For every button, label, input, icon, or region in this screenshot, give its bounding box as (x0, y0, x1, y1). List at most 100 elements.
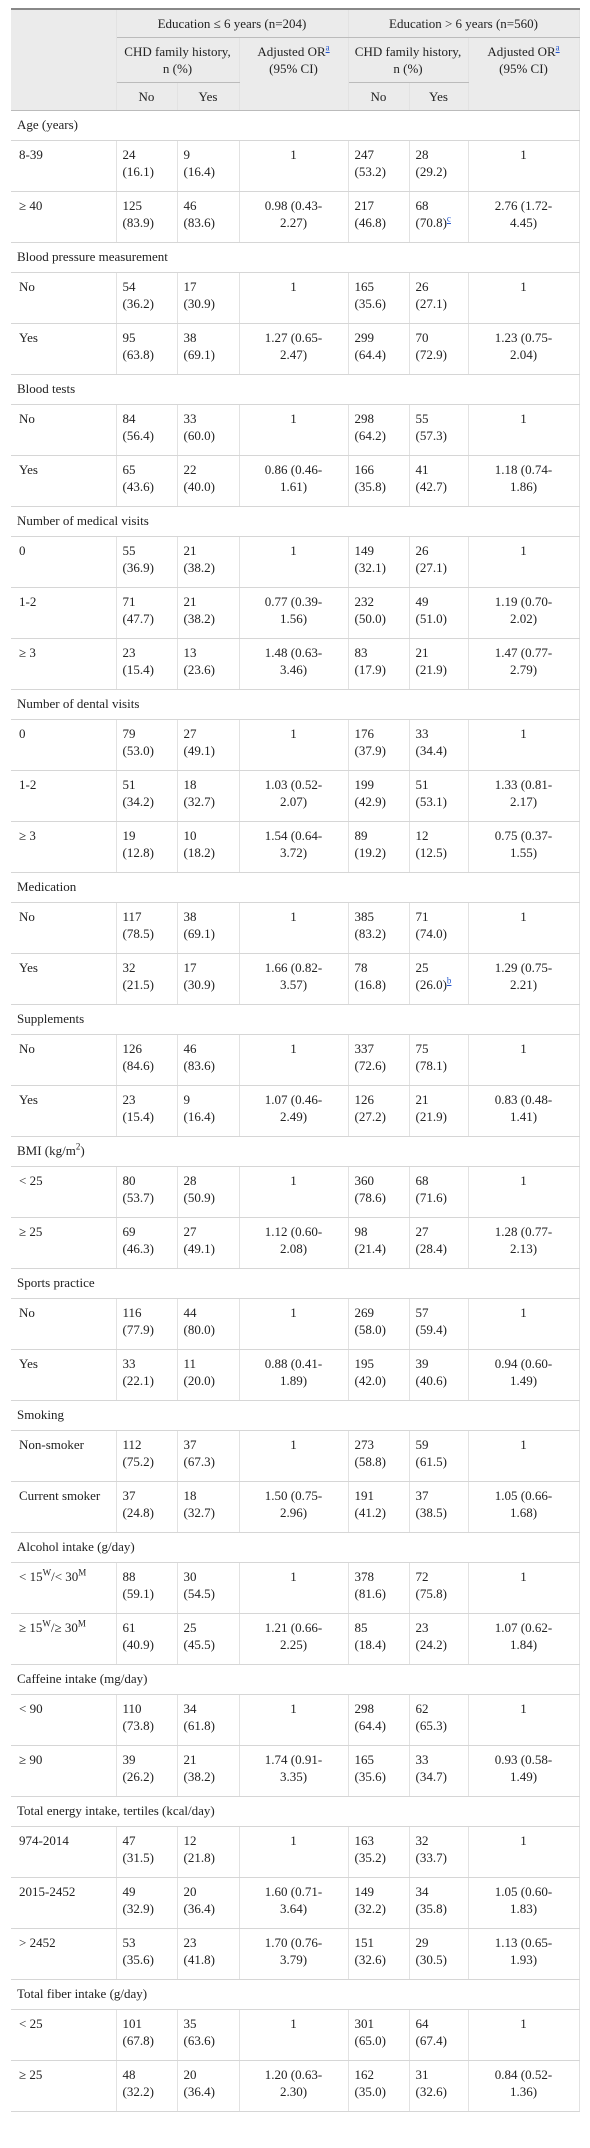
data-row: No 117 (78.5) 38 (69.1) 1 385 (83.2) 71 (74.0… (11, 902, 580, 954)
cell: 1.03 (0.52-2.07) (239, 770, 349, 822)
cell: 65 (43.6) (116, 455, 178, 507)
cell: 1 (239, 1166, 349, 1218)
cell: 17 (30.9) (177, 272, 240, 324)
section-row: Total fiber intake (g/day) (11, 1979, 580, 2010)
section-row: BMI (kg/m2) (11, 1136, 580, 1167)
cell: 126 (27.2) (348, 1085, 410, 1137)
cell: 22 (40.0) (177, 455, 240, 507)
cell: 75 (78.1) (409, 1034, 469, 1086)
cell: 39 (26.2) (116, 1745, 178, 1797)
section-row: Number of medical visits (11, 506, 580, 537)
sub-header: CHD family history, n (%) (116, 37, 240, 83)
row-label: < 90 (11, 1694, 117, 1746)
section-title: Total fiber intake (g/day) (11, 1979, 580, 2010)
data-row: No 54 (36.2) 17 (30.9) 1 165 (35.6) 26 (27.1)… (11, 272, 580, 324)
cell: 165 (35.6) (348, 272, 410, 324)
superscript: W (42, 1567, 52, 1578)
cell: 1 (468, 272, 580, 324)
row-label: 1-2 (11, 770, 117, 822)
cell: 69 (46.3) (116, 1217, 178, 1269)
cell: 70 (72.9) (409, 323, 469, 375)
row-label: < 15W/< 30M (11, 1562, 117, 1614)
cell: 20 (36.4) (177, 2060, 240, 2112)
row-label: ≥ 25 (11, 2060, 117, 2112)
cell: 1 (468, 1298, 580, 1350)
cell: 28 (50.9) (177, 1166, 240, 1218)
cell: 0.86 (0.46-1.61) (239, 455, 349, 507)
section-title: Alcohol intake (g/day) (11, 1532, 580, 1563)
cell: 10 (18.2) (177, 821, 240, 873)
data-row: < 25 80 (53.7) 28 (50.9) 1 360 (78.6) 68 (71.… (11, 1166, 580, 1218)
cell: 68 (70.8)c (409, 191, 469, 243)
cell: 1 (239, 1826, 349, 1878)
data-row: Yes 33 (22.1) 11 (20.0) 0.88 (0.41-1.89) 195… (11, 1349, 580, 1401)
cell: 1.48 (0.63-3.46) (239, 638, 349, 690)
cell: 1.07 (0.46-2.49) (239, 1085, 349, 1137)
row-label: Yes (11, 455, 117, 507)
cell: 51 (34.2) (116, 770, 178, 822)
cell: 298 (64.4) (348, 1694, 410, 1746)
cell: 12 (21.8) (177, 1826, 240, 1878)
sub-sub-header: No (348, 82, 410, 111)
row-label: Yes (11, 1085, 117, 1137)
cell: 33 (34.7) (409, 1745, 469, 1797)
cell: 37 (24.8) (116, 1481, 178, 1533)
data-row: No 126 (84.6) 46 (83.6) 1 337 (72.6) 75 (78.1… (11, 1034, 580, 1086)
cell: 48 (32.2) (116, 2060, 178, 2112)
cell: 12 (12.5) (409, 821, 469, 873)
cell: 51 (53.1) (409, 770, 469, 822)
cell: 55 (57.3) (409, 404, 469, 456)
cell: 299 (64.4) (348, 323, 410, 375)
row-label: 0 (11, 719, 117, 771)
cell: 26 (27.1) (409, 536, 469, 588)
cell: 273 (58.8) (348, 1430, 410, 1482)
row-label: No (11, 1034, 117, 1086)
cell: 21 (38.2) (177, 536, 240, 588)
group-header: Education ≤ 6 years (n=204) (116, 8, 349, 38)
cell: 33 (22.1) (116, 1349, 178, 1401)
cell: 1.23 (0.75-2.04) (468, 323, 580, 375)
superscript: W (42, 1618, 51, 1629)
cell: 27 (49.1) (177, 1217, 240, 1269)
cell: 39 (40.6) (409, 1349, 469, 1401)
data-row: < 15W/< 30M 88 (59.1) 30 (54.5) 1 378 (81.6)… (11, 1562, 580, 1614)
row-label: > 2452 (11, 1928, 117, 1980)
section-row: Supplements (11, 1004, 580, 1035)
cell: 25 (26.0)b (409, 953, 469, 1005)
data-row: ≥ 90 39 (26.2) 21 (38.2) 1.74 (0.91-3.35) 16… (11, 1745, 580, 1797)
cell: 1.05 (0.66-1.68) (468, 1481, 580, 1533)
text: (95% CI) (269, 61, 318, 76)
cell: 32 (33.7) (409, 1826, 469, 1878)
cell: 1 (239, 1034, 349, 1086)
row-label: < 25 (11, 2009, 117, 2061)
cell: 1 (468, 719, 580, 771)
cell: 20 (36.4) (177, 1877, 240, 1929)
section-row: Smoking (11, 1400, 580, 1431)
section-title: Medication (11, 872, 580, 903)
cell: 35 (63.6) (177, 2009, 240, 2061)
cell: 9 (16.4) (177, 1085, 240, 1137)
cell: 37 (38.5) (409, 1481, 469, 1533)
superscript: M (78, 1567, 87, 1578)
cell: 0.83 (0.48-1.41) (468, 1085, 580, 1137)
cell: 71 (74.0) (409, 902, 469, 954)
data-row: ≥ 3 19 (12.8) 10 (18.2) 1.54 (0.64-3.72) 89 … (11, 821, 580, 873)
data-row: 0 79 (53.0) 27 (49.1) 1 176 (37.9) 33 (34.4) 1 (11, 719, 580, 771)
cell: 1.74 (0.91-3.35) (239, 1745, 349, 1797)
cell: 269 (58.0) (348, 1298, 410, 1350)
cell: 62 (65.3) (409, 1694, 469, 1746)
data-table: Education ≤ 6 years (n=204) Education > 6… (11, 8, 580, 2112)
text: Adjusted OR (257, 44, 326, 59)
cell: 34 (61.8) (177, 1694, 240, 1746)
row-label: 2015-2452 (11, 1877, 117, 1929)
cell: 46 (83.6) (177, 191, 240, 243)
data-row: ≥ 25 69 (46.3) 27 (49.1) 1.12 (0.60-2.08) 98… (11, 1217, 580, 1269)
section-title: Blood pressure measurement (11, 242, 580, 273)
cell: 49 (32.9) (116, 1877, 178, 1929)
text: ≥ 15 (19, 1620, 43, 1635)
cell: 88 (59.1) (116, 1562, 178, 1614)
cell: 1.18 (0.74-1.86) (468, 455, 580, 507)
row-label: Yes (11, 1349, 117, 1401)
superscript: 2 (75, 1141, 81, 1152)
cell: 29 (30.5) (409, 1928, 469, 1980)
